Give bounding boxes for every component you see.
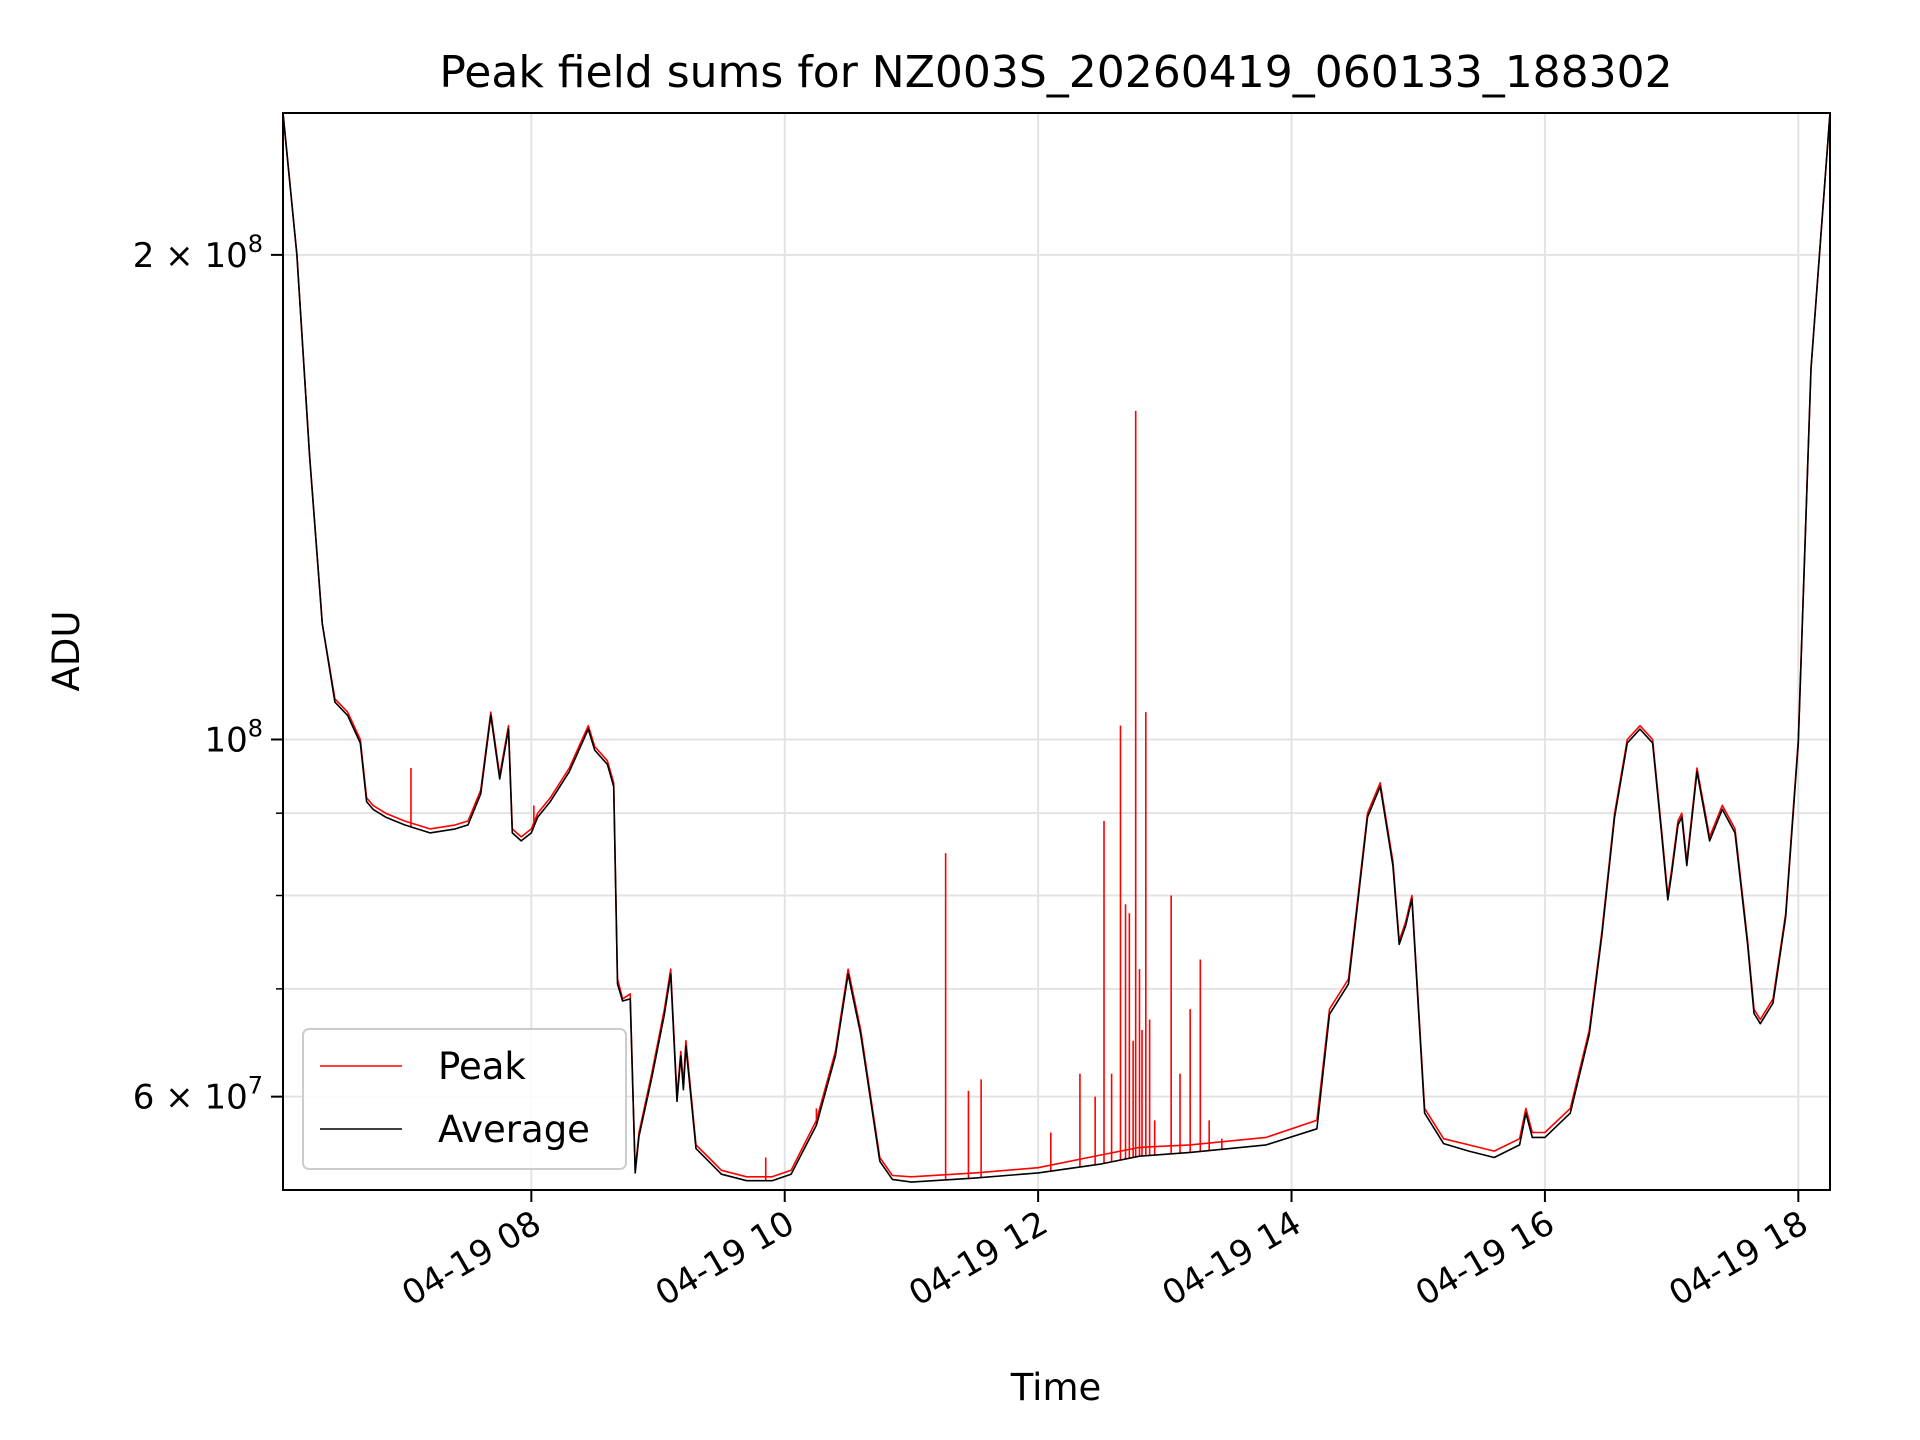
- series-line-average: [282, 112, 1831, 1183]
- peak-spike-group: [410, 410, 1223, 1181]
- legend: Peak Average: [302, 1028, 627, 1170]
- legend-label-average: Average: [438, 1108, 590, 1151]
- y-tick-label: 2 × 108: [133, 230, 263, 276]
- y-tick-label: 108: [204, 714, 263, 760]
- plot-frame: [282, 112, 1831, 1191]
- y-axis-ticks: 2 × 108 108 6 × 107: [133, 230, 283, 1118]
- legend-label-peak: Peak: [438, 1045, 526, 1088]
- x-axis-label: Time: [1010, 1366, 1102, 1409]
- y-tick-label: 6 × 107: [133, 1072, 263, 1118]
- y-axis-label: ADU: [45, 611, 88, 692]
- chart-title: Peak field sums for NZ003S_20260419_0601…: [439, 47, 1672, 98]
- plot-area: [282, 112, 1831, 1183]
- grid: [283, 113, 1830, 1190]
- legend-box: [302, 1028, 627, 1170]
